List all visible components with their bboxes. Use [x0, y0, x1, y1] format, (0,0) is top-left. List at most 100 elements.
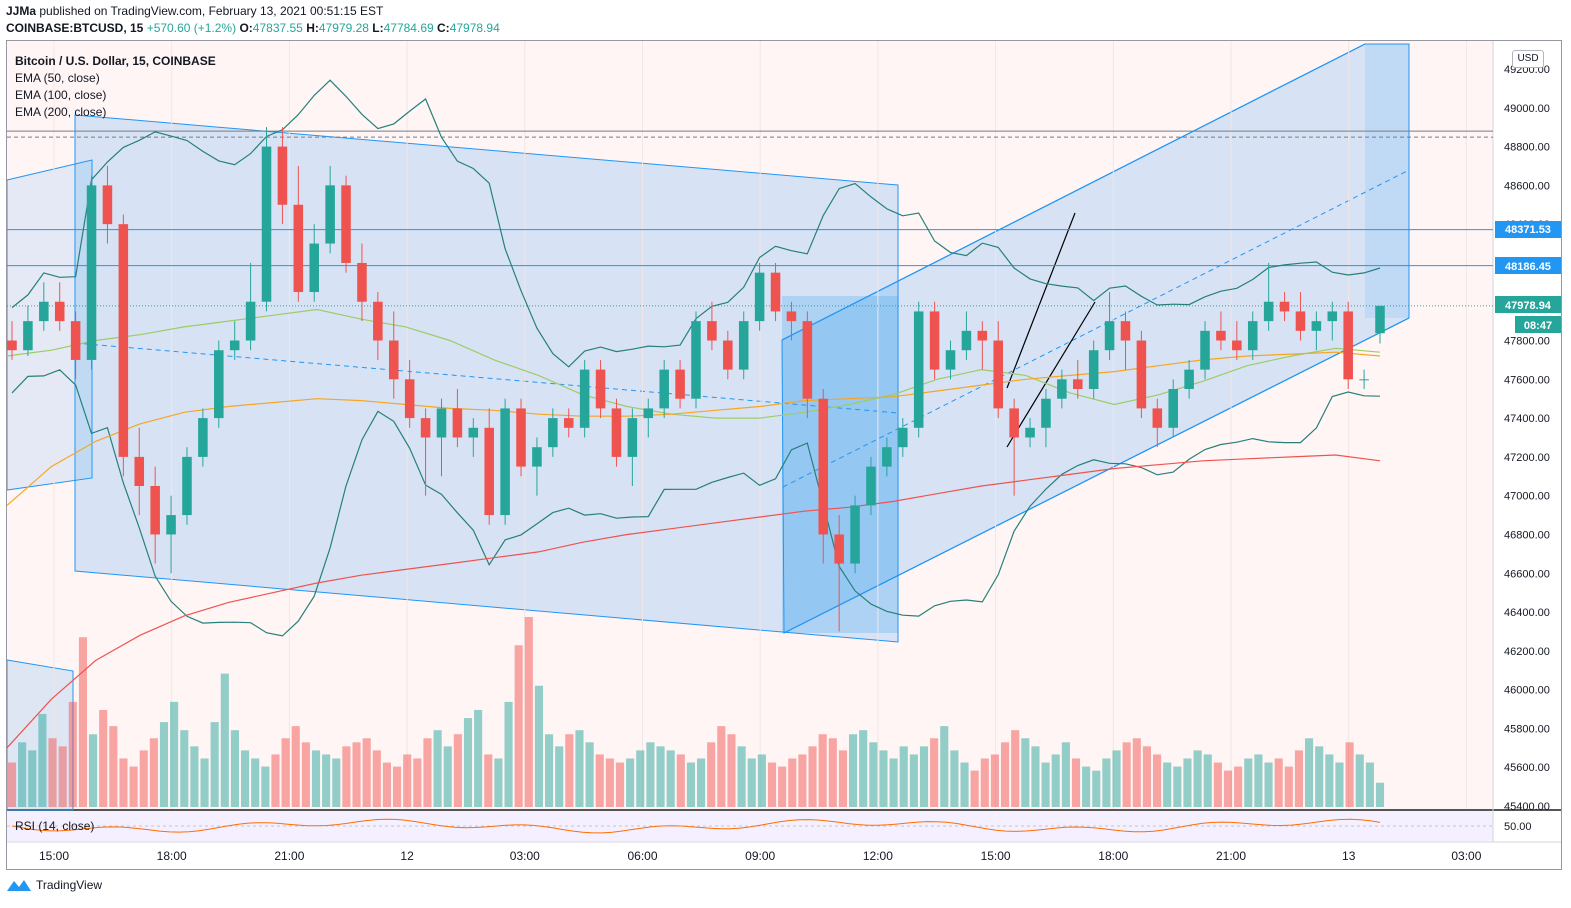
volume-bar	[149, 738, 158, 807]
volume-bar	[1183, 758, 1192, 807]
volume-bar	[990, 754, 999, 807]
low-label: L:	[372, 21, 384, 35]
volume-bar	[1325, 754, 1334, 807]
price-tag-level2-text: 48186.45	[1505, 261, 1551, 273]
volume-bar	[352, 742, 361, 807]
legend-main-series[interactable]: Bitcoin / U.S. Dollar, 15, COINBASE	[15, 54, 216, 68]
publish-info: JJMa published on TradingView.com, Febru…	[6, 4, 383, 18]
rsi-legend[interactable]: RSI (14, close)	[15, 819, 95, 833]
legend-ema200[interactable]: EMA (200, close)	[15, 105, 107, 119]
candle-body	[325, 185, 335, 244]
time-tick-label: 09:00	[745, 849, 775, 863]
candle-body	[834, 534, 844, 564]
volume-bar	[433, 730, 442, 807]
change-label: +570.60 (+1.2%)	[146, 21, 237, 35]
volume-bar	[1102, 758, 1111, 807]
volume-bar	[1254, 754, 1263, 807]
volume-bar	[159, 722, 169, 807]
candle-body	[214, 350, 224, 419]
candle-body	[1295, 311, 1306, 331]
volume-bar	[18, 742, 27, 807]
volume-bar	[1284, 766, 1293, 807]
volume-bar	[1244, 758, 1253, 807]
price-tick-label: 46800.00	[1504, 529, 1550, 541]
volume-bar	[585, 742, 594, 807]
candle-body	[388, 340, 399, 380]
volume-bar	[210, 722, 219, 807]
candle-body	[1025, 427, 1035, 438]
ema50-line	[6, 308, 1381, 419]
volume-bar	[1092, 770, 1101, 807]
candle-body	[1359, 379, 1369, 381]
open-label: O:	[239, 21, 253, 35]
axis-background	[1493, 41, 1561, 809]
rising-channel-upper	[781, 43, 1366, 341]
candle-body	[198, 418, 208, 457]
ema-lines	[6, 308, 1381, 749]
volume-bar	[180, 730, 189, 807]
price-tick-label: 45600.00	[1504, 762, 1550, 774]
candle-body	[913, 311, 924, 428]
volume-bar	[656, 746, 665, 807]
volume-bar	[1051, 754, 1060, 807]
volume-bar	[1173, 766, 1182, 807]
volume-bar	[1163, 762, 1172, 807]
volume-bar	[403, 754, 412, 807]
indicator-legend: Bitcoin / U.S. Dollar, 15, COINBASE EMA …	[15, 53, 216, 121]
volume-bar	[970, 770, 979, 807]
price-tick-label: 46400.00	[1504, 607, 1550, 619]
volume-bar	[727, 734, 736, 807]
candle-body	[484, 427, 494, 516]
candle-body	[261, 146, 272, 302]
candle-body	[1057, 379, 1067, 399]
legend-ema50[interactable]: EMA (50, close)	[15, 71, 100, 85]
publisher-name[interactable]: JJMa	[6, 4, 37, 18]
low-value: 47784.69	[383, 21, 434, 35]
time-tick-label: 18:00	[1098, 849, 1128, 863]
candle-body	[802, 321, 813, 399]
candle-body	[977, 330, 988, 341]
currency-button[interactable]: USD	[1512, 50, 1544, 68]
candle-body	[595, 369, 606, 409]
left-upper-channel	[6, 159, 93, 491]
candle-body	[1088, 350, 1099, 390]
volume-bar	[950, 750, 959, 807]
volume-bar	[615, 762, 625, 807]
volume-bar	[7, 762, 17, 807]
volume-bar	[1213, 762, 1222, 807]
rsi-line	[7, 818, 1493, 834]
volume-bar	[524, 617, 533, 807]
volume-bar	[1223, 770, 1233, 807]
volume-bar	[494, 758, 503, 807]
volume-bar	[1061, 742, 1070, 807]
volume-bar	[291, 726, 300, 807]
ema200-line	[6, 454, 1381, 749]
volume-bar	[1264, 762, 1273, 807]
candle-body	[691, 321, 701, 399]
price-tag-level2: 48186.45	[1495, 257, 1561, 274]
volume-bar	[220, 673, 229, 807]
volume-bar	[595, 754, 604, 807]
price-tag-last-text: 47978.94	[1505, 300, 1552, 312]
price-tick-label: 48600.00	[1504, 180, 1550, 192]
volume-bar	[393, 766, 402, 807]
candle-body	[452, 408, 463, 438]
volume-bar	[514, 645, 523, 807]
volume-bar	[170, 701, 179, 807]
candle-body	[277, 146, 288, 205]
flag-line-2	[1006, 301, 1096, 448]
volume-bar	[200, 758, 209, 807]
time-axis[interactable]: 15:00 18:00 21:00 12 03:00 06:00 09:00 12:00 15:…	[39, 849, 1482, 863]
volume-bar	[646, 742, 655, 807]
candle-body	[961, 330, 972, 351]
legend-ema100[interactable]: EMA (100, close)	[15, 88, 107, 102]
candle-body	[7, 340, 17, 351]
tradingview-logo[interactable]: TradingView	[6, 878, 102, 892]
candle-body	[627, 418, 638, 457]
volume-bar	[808, 746, 817, 807]
volume-bar	[1153, 754, 1162, 807]
volume-bar	[788, 758, 797, 807]
falling-channel-mid	[74, 342, 899, 414]
volume-bar	[332, 758, 341, 807]
